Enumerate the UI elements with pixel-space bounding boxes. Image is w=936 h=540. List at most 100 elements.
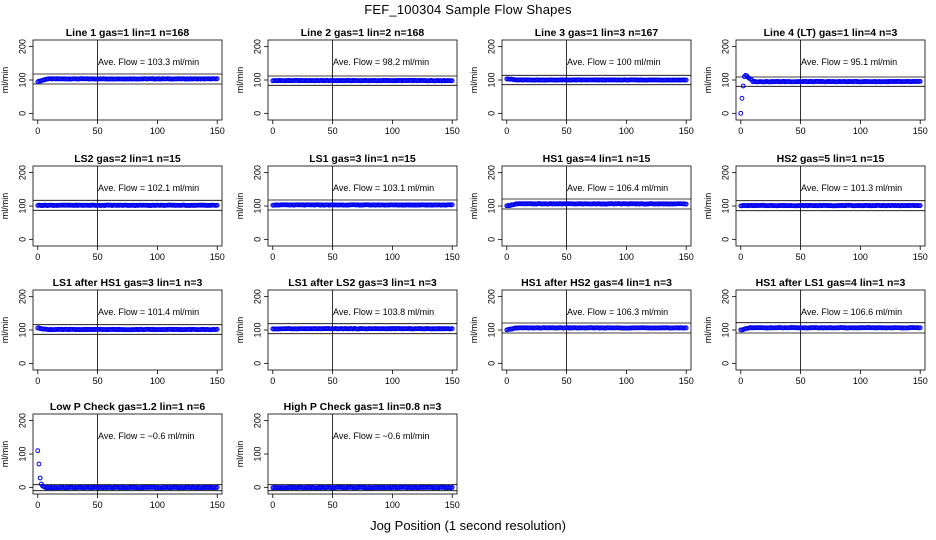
- x-tick-label: 0: [738, 126, 743, 136]
- panel-14: High P Check gas=1 lin=0.8 n=3 0 100 200 ml/…: [235, 401, 460, 510]
- panel-11: HS1 after HS2 gas=4 lin=1 n=3 0 100 200 ml/m…: [469, 277, 694, 386]
- y-tick-label: 200: [17, 289, 27, 304]
- panel-1: Line 1 gas=1 lin=1 n=168 0 100 200 ml/min 0 50…: [0, 27, 225, 136]
- x-tick-label: 0: [270, 500, 275, 510]
- y-tick-label: 200: [486, 289, 496, 304]
- plot-frame: [267, 413, 458, 495]
- data-point: [449, 485, 455, 490]
- data-point: [36, 461, 42, 467]
- y-axis-label: ml/min: [469, 193, 479, 220]
- x-tick-label: 50: [562, 376, 572, 386]
- y-axis-label: ml/min: [469, 317, 479, 344]
- y-tick-label: 100: [17, 198, 27, 213]
- y-axis-label: ml/min: [0, 67, 10, 94]
- x-tick-label: 100: [385, 500, 400, 510]
- y-tick-label: 0: [252, 361, 262, 366]
- panel-4: Line 4 (LT) gas=1 lin=4 n=3 0 100 200 ml/min…: [703, 27, 928, 136]
- data-point: [449, 326, 455, 332]
- x-tick-label: 50: [93, 126, 103, 136]
- y-tick-label: 0: [17, 111, 27, 116]
- y-axis-label: ml/min: [235, 193, 245, 220]
- y-tick-label: 200: [720, 165, 730, 180]
- x-axis-label: Jog Position (1 second resolution): [370, 518, 566, 533]
- panel-title: HS1 after HS2 gas=4 lin=1 n=3: [521, 277, 672, 289]
- y-tick-label: 100: [720, 72, 730, 87]
- data-points: [35, 202, 220, 208]
- data-point: [37, 475, 43, 481]
- x-tick-label: 0: [504, 126, 509, 136]
- average-flow-annotation: Ave. Flow = −0.6 ml/min: [98, 431, 194, 441]
- average-flow-annotation: Ave. Flow = 106.6 ml/min: [801, 307, 902, 317]
- panel-title: LS1 gas=3 lin=1 n=15: [309, 153, 416, 165]
- x-tick-label: 150: [210, 376, 225, 386]
- x-tick-label: 150: [679, 126, 694, 136]
- data-point: [214, 202, 220, 208]
- panel-9: LS1 after HS1 gas=3 lin=1 n=3 0 100 200 ml/m…: [0, 277, 225, 386]
- x-tick-label: 100: [853, 126, 868, 136]
- y-tick-label: 0: [720, 237, 730, 242]
- panel-title: Line 1 gas=1 lin=1 n=168: [66, 27, 190, 39]
- y-tick-label: 100: [720, 322, 730, 337]
- x-tick-label: 150: [913, 126, 928, 136]
- x-tick-label: 50: [93, 500, 103, 510]
- x-tick-label: 150: [210, 126, 225, 136]
- data-points: [738, 202, 923, 209]
- average-flow-annotation: Ave. Flow = 103.1 ml/min: [333, 183, 434, 193]
- x-tick-label: 50: [93, 252, 103, 262]
- x-tick-label: 50: [796, 252, 806, 262]
- data-points: [35, 325, 220, 333]
- x-tick-label: 100: [619, 376, 634, 386]
- y-tick-label: 100: [252, 72, 262, 87]
- data-point: [214, 484, 220, 490]
- x-tick-label: 50: [328, 500, 338, 510]
- average-flow-annotation: Ave. Flow = 103.8 ml/min: [333, 307, 434, 317]
- average-flow-annotation: Ave. Flow = 106.3 ml/min: [567, 307, 668, 317]
- x-tick-label: 50: [562, 126, 572, 136]
- y-tick-label: 100: [252, 322, 262, 337]
- data-point: [739, 95, 745, 101]
- x-tick-label: 0: [270, 126, 275, 136]
- data-points: [738, 325, 923, 333]
- panel-title: HS1 gas=4 lin=1 n=15: [543, 153, 651, 165]
- y-tick-label: 200: [17, 413, 27, 428]
- data-points: [504, 76, 689, 83]
- x-tick-label: 150: [445, 126, 460, 136]
- x-tick-label: 100: [150, 126, 165, 136]
- x-tick-label: 150: [679, 376, 694, 386]
- x-tick-label: 100: [385, 252, 400, 262]
- y-tick-label: 100: [17, 322, 27, 337]
- y-tick-label: 100: [486, 198, 496, 213]
- y-axis-label: ml/min: [469, 67, 479, 94]
- data-points: [504, 325, 689, 333]
- data-point: [683, 201, 689, 207]
- y-tick-label: 100: [486, 322, 496, 337]
- y-tick-label: 0: [486, 111, 496, 116]
- x-tick-label: 50: [93, 376, 103, 386]
- y-tick-label: 200: [252, 413, 262, 428]
- average-flow-annotation: Ave. Flow = 101.4 ml/min: [98, 307, 199, 317]
- y-tick-label: 0: [720, 361, 730, 366]
- y-tick-label: 0: [17, 361, 27, 366]
- y-tick-label: 100: [486, 72, 496, 87]
- data-point: [214, 76, 220, 82]
- y-tick-label: 100: [252, 198, 262, 213]
- data-point: [449, 202, 455, 208]
- y-axis-label: ml/min: [235, 67, 245, 94]
- panel-title: Low P Check gas=1.2 lin=1 n=6: [50, 401, 205, 413]
- y-axis-label: ml/min: [235, 441, 245, 468]
- x-tick-label: 100: [150, 252, 165, 262]
- x-tick-label: 100: [385, 376, 400, 386]
- x-tick-label: 150: [210, 252, 225, 262]
- x-tick-label: 0: [504, 252, 509, 262]
- panel-title: LS2 gas=2 lin=1 n=15: [74, 153, 181, 165]
- y-tick-label: 0: [252, 111, 262, 116]
- x-tick-label: 100: [150, 500, 165, 510]
- y-tick-label: 0: [252, 485, 262, 490]
- y-tick-label: 200: [720, 39, 730, 54]
- panel-5: LS2 gas=2 lin=1 n=15 0 100 200 ml/min 0 50 100 1…: [0, 153, 225, 262]
- x-tick-label: 0: [504, 376, 509, 386]
- y-tick-label: 0: [252, 237, 262, 242]
- y-tick-label: 100: [17, 72, 27, 87]
- y-axis-label: ml/min: [703, 67, 713, 94]
